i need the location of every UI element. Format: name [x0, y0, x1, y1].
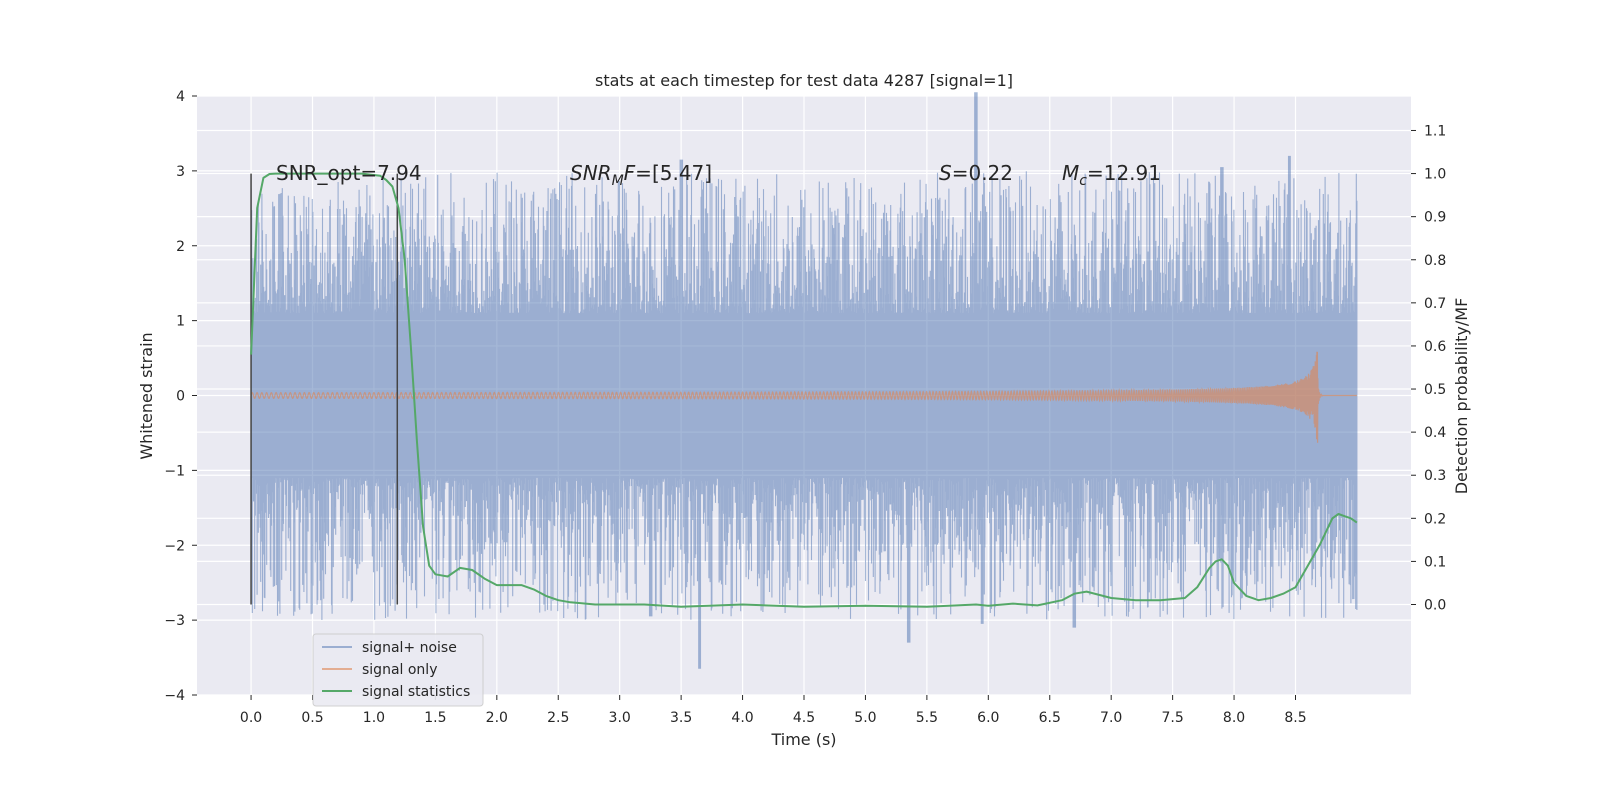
- y-tick-label: 0: [176, 389, 185, 405]
- x-tick-label: 1.0: [363, 710, 385, 726]
- y-axis-ticks: 4 3 2 1 0 −1 −2 −3 −4: [164, 89, 197, 704]
- y2-tick-label: 0.8: [1424, 253, 1446, 269]
- y-tick-label: −2: [164, 538, 185, 554]
- y2-tick-label: 1.1: [1424, 123, 1446, 139]
- x-tick-label: 5.5: [916, 710, 938, 726]
- x-tick-label: 2.5: [547, 710, 569, 726]
- x-tick-label: 1.5: [424, 710, 446, 726]
- x-tick-label: 3.5: [670, 710, 692, 726]
- x-tick-label: 2.0: [486, 710, 508, 726]
- annotation-s: S=0.22: [939, 161, 1013, 185]
- x-tick-label: 4.5: [793, 710, 815, 726]
- y2-tick-label: 0.9: [1424, 210, 1446, 226]
- x-tick-label: 8.5: [1284, 710, 1306, 726]
- y2-tick-label: 0.0: [1424, 598, 1446, 614]
- x-tick-label: 8.0: [1223, 710, 1245, 726]
- x-tick-label: 5.0: [854, 710, 876, 726]
- vertical-markers: [250, 173, 399, 605]
- legend: signal+ noise signal only signal statist…: [312, 633, 484, 707]
- stats-series: [250, 172, 1358, 608]
- y-tick-label: −3: [164, 613, 185, 629]
- signal-series: [250, 351, 1357, 443]
- y-tick-label: 2: [176, 239, 185, 255]
- y2-tick-label: 0.7: [1424, 296, 1446, 312]
- mc-value: 12.91: [1104, 161, 1161, 185]
- x-tick-label: 7.5: [1161, 710, 1183, 726]
- y2-tick-label: 0.5: [1424, 382, 1446, 398]
- y2-axis-ticks: 1.1 1.0 0.9 0.8 0.7 0.6 0.5 0.4 0.3 0.2 0.1 0.0: [1411, 123, 1446, 614]
- chart-title: stats at each timestep for test data 428…: [595, 71, 1013, 90]
- annotation-snr-opt: SNR_opt=7.94: [276, 161, 422, 185]
- annotation-mc: Mc=12.91: [1062, 161, 1161, 189]
- x-tick-label: 0.5: [301, 710, 323, 726]
- x-tick-label: 6.5: [1039, 710, 1061, 726]
- legend-label-stats: signal statistics: [362, 684, 470, 700]
- y2-tick-label: 0.4: [1424, 425, 1446, 441]
- y-tick-label: 4: [176, 89, 185, 105]
- y-axis-label: Whitened strain: [137, 332, 156, 459]
- x-axis-label: Time (s): [770, 730, 836, 749]
- legend-box: [312, 633, 484, 707]
- legend-label-noise: signal+ noise: [362, 640, 457, 656]
- y2-tick-label: 0.6: [1424, 339, 1446, 355]
- signal-trace: [250, 351, 1357, 443]
- y2-tick-label: 0.3: [1424, 468, 1446, 484]
- s-value: 0.22: [968, 161, 1013, 185]
- y-tick-label: −1: [164, 463, 185, 479]
- y2-tick-label: 0.1: [1424, 554, 1446, 570]
- y2-tick-label: 0.2: [1424, 511, 1446, 527]
- y-tick-label: 3: [176, 164, 185, 180]
- y2-axis-label: Detection probability/MF: [1452, 298, 1471, 495]
- y-tick-label: 1: [176, 314, 185, 330]
- y2-tick-label: 1.0: [1424, 167, 1446, 183]
- annotation-snr-mf: SNRMF=[5.47]: [570, 161, 712, 189]
- legend-label-signal: signal only: [362, 662, 437, 678]
- x-tick-label: 4.0: [731, 710, 753, 726]
- stats-trace: [250, 172, 1358, 608]
- x-tick-label: 3.0: [609, 710, 631, 726]
- x-tick-label: 7.0: [1100, 710, 1122, 726]
- y-tick-label: −4: [164, 688, 185, 704]
- x-tick-label: 0.0: [240, 710, 262, 726]
- x-tick-label: 6.0: [977, 710, 999, 726]
- x-axis-ticks: 0.0 0.5 1.0 1.5 2.0 2.5 3.0 3.5 4.0 4.5 5.0 5.5 6.0 6…: [240, 695, 1307, 726]
- snr-mf-value: [5.47]: [652, 161, 712, 185]
